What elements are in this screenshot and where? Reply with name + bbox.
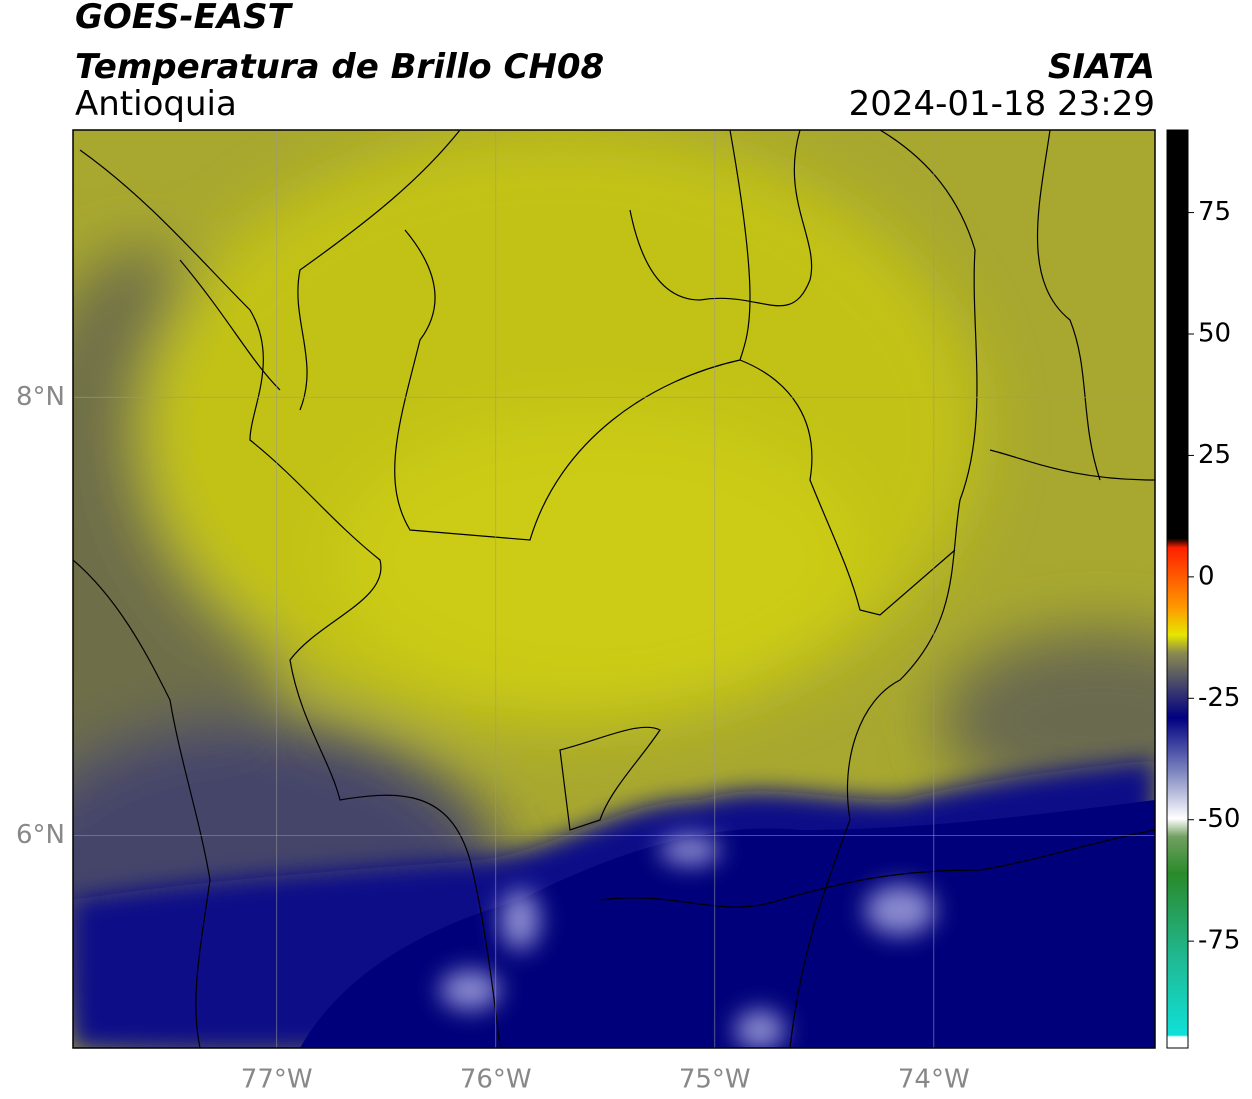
colorbar-tick-label: 50 [1198, 319, 1231, 349]
map-frame [72, 129, 1156, 1049]
colorbar-tick-label: -25 [1198, 683, 1240, 713]
x-tick-label: 77°W [241, 1065, 313, 1095]
region: Antioquia [75, 84, 237, 124]
x-tick-label: 76°W [460, 1065, 532, 1095]
x-tick-label: 75°W [679, 1065, 751, 1095]
colorbar-tick-label: -50 [1198, 804, 1240, 834]
subtitle: Temperatura de Brillo CH08 [75, 47, 604, 87]
x-tick-label: 74°W [898, 1065, 970, 1095]
timestamp: 2024-01-18 23:29 [849, 84, 1155, 124]
colorbar [1166, 129, 1189, 1049]
grid [73, 130, 1155, 1048]
title: GOES-EAST [75, 0, 294, 37]
y-tick-label: 8°N [16, 382, 65, 412]
colorbar-tick-label: 75 [1198, 197, 1231, 227]
map-image [73, 130, 1155, 1048]
borders [73, 130, 1155, 1048]
colorbar-tick-label: 25 [1198, 440, 1231, 470]
y-tick-label: 6°N [16, 820, 65, 850]
colorbar-tick-label: 0 [1198, 561, 1215, 591]
colorbar-tick-label: -75 [1198, 926, 1240, 956]
source: SIATA [1048, 47, 1155, 87]
